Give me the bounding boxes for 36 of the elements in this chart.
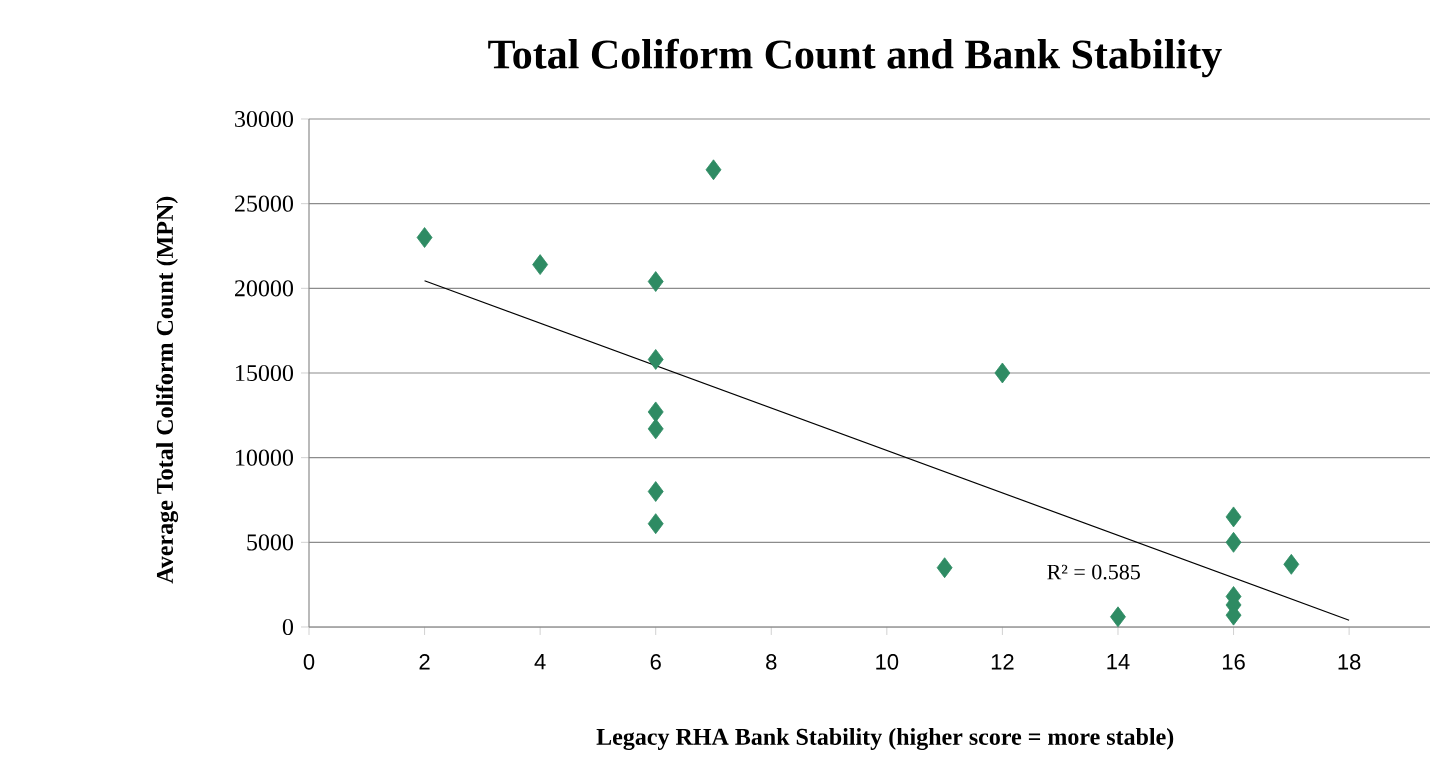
point — [936, 557, 953, 579]
y-axis-title: Average Total Coliform Count (MPN) — [155, 196, 179, 584]
point — [1225, 506, 1242, 528]
point — [647, 271, 664, 292]
x-tick-label: 4 — [534, 654, 546, 670]
y-tick-label: 0 — [282, 618, 294, 636]
y-tick-label: 30000 — [235, 110, 294, 128]
point — [647, 401, 664, 423]
x-tick-label: 2 — [419, 654, 430, 670]
y-tick-label: 25000 — [235, 195, 294, 212]
x-tick-label: 14 — [1107, 654, 1130, 670]
y-tick-label: 5000 — [247, 534, 294, 551]
point — [1283, 553, 1300, 575]
point — [1225, 531, 1242, 553]
x-axis-title: Legacy RHA Bank Stability (higher score = more stable) — [596, 728, 1174, 750]
x-tick-label: 0 — [303, 654, 315, 670]
point — [647, 513, 664, 535]
x-tick-label: 18 — [1338, 654, 1361, 670]
point — [994, 362, 1011, 384]
x-tick-label: 6 — [650, 654, 661, 670]
x-tick-label: 10 — [876, 654, 899, 670]
y-tick-label: 20000 — [235, 280, 294, 297]
point — [416, 227, 433, 248]
point — [1110, 606, 1126, 628]
point — [647, 481, 664, 502]
point — [647, 349, 664, 370]
x-tick-label: 12 — [991, 654, 1014, 670]
chart-title: Total Coliform Count and Bank Stability — [488, 38, 1222, 78]
y-tick-label: 10000 — [236, 449, 294, 466]
x-tick-label: 8 — [766, 654, 777, 670]
point — [532, 254, 549, 276]
point — [705, 159, 722, 181]
point — [647, 418, 664, 440]
y-tick-label: 15000 — [236, 364, 294, 382]
annotation: R² = 0.585 — [1047, 564, 1140, 580]
x-tick-label: 16 — [1222, 654, 1245, 670]
